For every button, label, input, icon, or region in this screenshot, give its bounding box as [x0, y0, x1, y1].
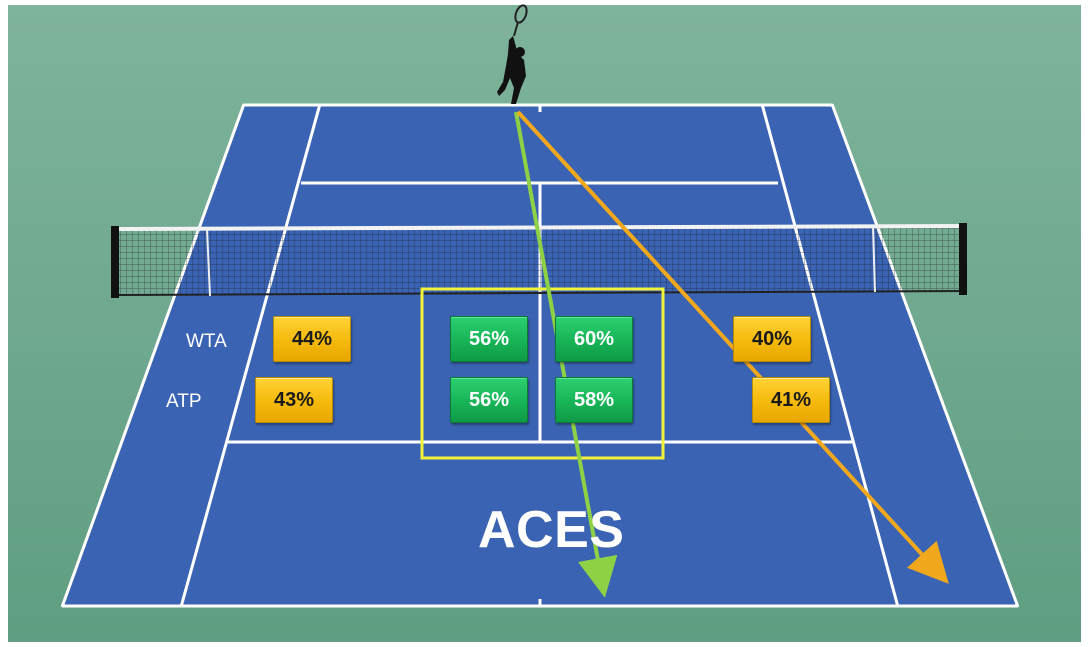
wta-wide-left-badge: 44% — [273, 316, 351, 362]
atp-body-right-badge: 58% — [555, 377, 633, 423]
atp-body-left-badge: 56% — [450, 377, 528, 423]
wta-body-right-badge: 60% — [555, 316, 633, 362]
body-serve-highlight-box — [420, 287, 665, 460]
server-silhouette-icon — [497, 4, 528, 104]
aces-title: ACES — [478, 501, 625, 559]
atp-wide-left-badge: 43% — [255, 377, 333, 423]
orange-serve-arrow — [516, 110, 949, 584]
wta-label: WTA — [186, 331, 227, 352]
atp-wide-right-badge: 41% — [752, 377, 830, 423]
wta-body-left-badge: 56% — [450, 316, 528, 362]
court-lines — [60, 103, 1020, 608]
tennis-net — [111, 223, 967, 298]
atp-label: ATP — [166, 391, 202, 412]
wta-wide-right-badge: 40% — [733, 316, 811, 362]
